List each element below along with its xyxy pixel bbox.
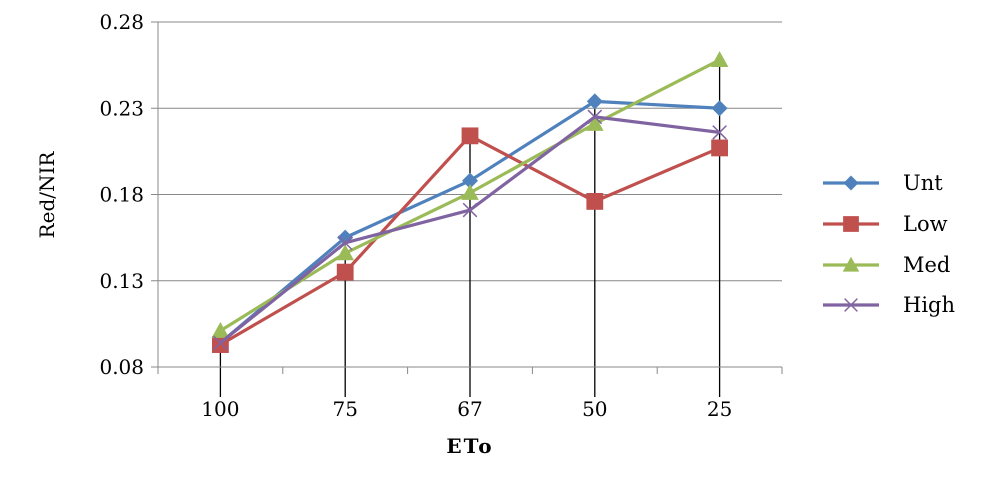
data-point [586, 193, 604, 210]
legend-label: Low [903, 212, 948, 236]
legend-marker [844, 298, 858, 312]
y-tick-label: 0.08 [99, 355, 144, 379]
x-tick-label: 67 [457, 397, 482, 421]
series-low [212, 127, 728, 353]
legend-item-low: Low [823, 212, 948, 236]
drop-lines [219, 59, 721, 397]
legend-item-med: Med [823, 253, 950, 277]
legend-item-unt: Unt [823, 171, 943, 195]
legend-label: Unt [903, 171, 943, 195]
series-high [213, 109, 727, 351]
data-point [461, 127, 479, 145]
data-point [337, 235, 353, 251]
data-point [586, 93, 603, 110]
legend-marker [842, 256, 860, 272]
data-point [712, 125, 727, 140]
data-point [587, 109, 603, 125]
data-point [336, 263, 354, 281]
data-point [336, 244, 354, 261]
legend-label: Med [903, 253, 950, 277]
data-point [211, 321, 230, 338]
data-point [213, 335, 228, 351]
data-point [710, 51, 729, 67]
data-point [711, 139, 728, 157]
data-point [462, 202, 478, 218]
data-point [461, 183, 479, 200]
axes [157, 22, 783, 374]
y-tick-label: 0.28 [99, 10, 144, 34]
x-tick-label: 75 [332, 397, 357, 421]
legend: Unt Low Med High [823, 171, 955, 317]
y-tick-label: 0.18 [99, 183, 144, 207]
series-med [211, 51, 729, 338]
series-group [211, 51, 729, 353]
legend-label: High [903, 293, 955, 317]
x-tick-labels: 100 75 67 50 25 [201, 397, 732, 421]
data-point [462, 172, 478, 189]
y-tick-label: 0.13 [99, 269, 144, 293]
y-tick-label: 0.23 [99, 96, 144, 120]
legend-marker [843, 175, 859, 191]
y-axis-title: Red/NIR [35, 151, 59, 239]
x-tick-label: 50 [582, 397, 607, 421]
x-axis-title: ETo [446, 434, 493, 458]
data-point [586, 114, 604, 131]
y-tick-labels: 0.08 0.13 0.18 0.23 0.28 [99, 10, 144, 379]
legend-marker [843, 216, 859, 232]
legend-item-high: High [823, 293, 955, 317]
x-tick-label: 100 [201, 397, 239, 421]
data-point [711, 100, 728, 117]
x-tick-label: 25 [707, 397, 732, 421]
